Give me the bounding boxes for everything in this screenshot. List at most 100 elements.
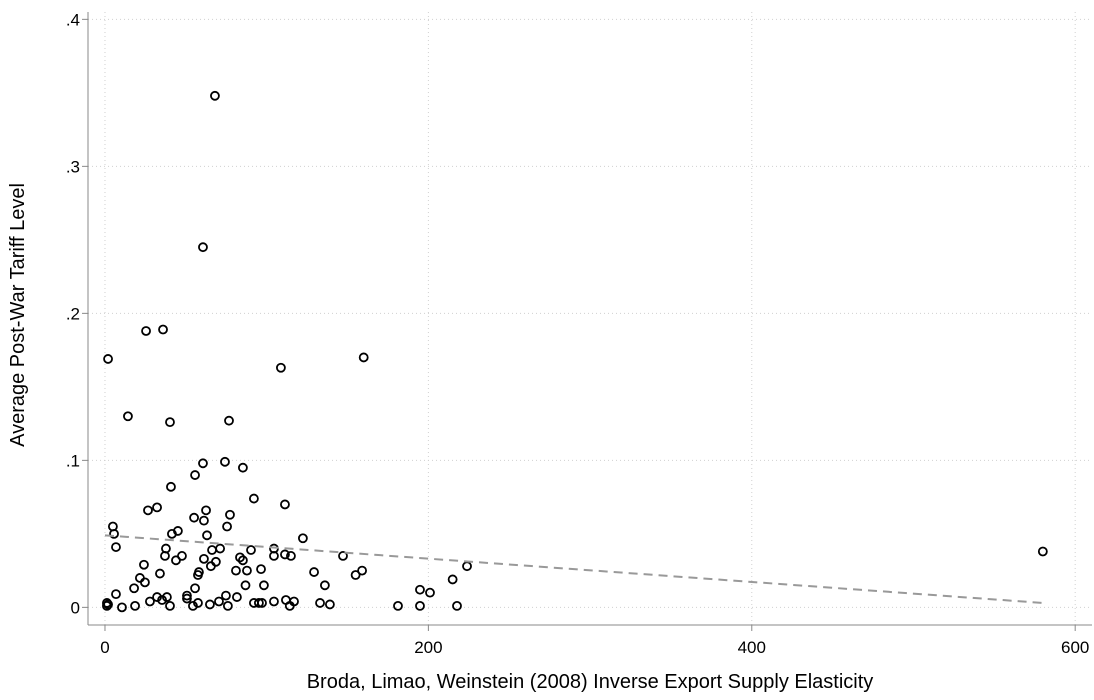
point: [357, 565, 367, 576]
point: [193, 598, 203, 608]
point: [123, 411, 133, 422]
point: [280, 499, 290, 510]
point: [165, 600, 175, 611]
point: [246, 545, 256, 555]
point: [238, 462, 248, 473]
point: [140, 577, 150, 588]
x-tick-label: 600: [1061, 638, 1089, 657]
point: [189, 512, 199, 523]
point: [240, 580, 251, 591]
y-axis-label: Average Post-War Tariff Level: [7, 183, 29, 447]
point: [194, 567, 204, 577]
point: [452, 600, 462, 611]
point: [188, 600, 198, 611]
point: [210, 90, 220, 101]
point: [205, 561, 216, 572]
point: [393, 600, 403, 611]
point: [222, 600, 233, 611]
point: [143, 505, 153, 516]
point: [319, 580, 330, 591]
point: [199, 515, 209, 526]
point: [152, 592, 162, 602]
point: [182, 590, 192, 601]
point: [157, 595, 167, 605]
point: [269, 551, 279, 561]
point: [152, 502, 162, 513]
point: [139, 559, 149, 570]
point: [190, 583, 200, 594]
point: [284, 600, 295, 611]
point: [166, 481, 176, 492]
y-tick-label: .2: [66, 304, 80, 323]
point: [249, 598, 259, 608]
point: [198, 242, 208, 253]
point: [415, 600, 425, 611]
point: [280, 549, 290, 560]
point: [158, 324, 168, 335]
point: [220, 456, 230, 467]
point: [135, 573, 145, 583]
point: [171, 555, 181, 566]
point: [238, 555, 248, 566]
point: [167, 528, 177, 539]
point: [215, 543, 226, 554]
point: [202, 530, 212, 541]
point: [325, 599, 335, 610]
point: [425, 587, 435, 598]
point: [155, 568, 165, 579]
point: [111, 542, 121, 552]
point: [462, 561, 472, 572]
point: [160, 551, 170, 561]
point: [130, 600, 140, 611]
point: [117, 602, 127, 613]
point: [214, 596, 224, 607]
point: [225, 509, 235, 520]
point: [309, 567, 319, 577]
point: [235, 552, 245, 563]
point: [199, 553, 209, 564]
point: [231, 565, 241, 576]
point: [358, 352, 369, 363]
x-tick-label: 400: [738, 638, 766, 657]
point: [415, 584, 425, 595]
trend-line: [104, 534, 1043, 604]
point: [109, 528, 119, 539]
point: [201, 505, 211, 516]
point: [145, 596, 155, 607]
point: [211, 556, 221, 567]
point: [259, 580, 269, 591]
point: [315, 598, 325, 608]
point: [182, 593, 192, 604]
x-tick-label: 0: [100, 638, 109, 657]
y-tick-label: .4: [66, 10, 80, 29]
point: [256, 564, 266, 575]
point: [103, 354, 113, 364]
point: [232, 592, 242, 602]
point: [276, 362, 286, 373]
point: [165, 417, 175, 428]
point: [198, 458, 208, 469]
point: [269, 596, 279, 607]
point: [207, 545, 217, 555]
point: [249, 493, 259, 504]
point: [298, 533, 308, 544]
point: [254, 598, 264, 608]
point: [129, 583, 139, 594]
y-tick-label: .3: [66, 157, 80, 176]
point: [1037, 546, 1048, 557]
point: [221, 590, 231, 601]
y-tick-label: .1: [66, 451, 80, 470]
point: [141, 326, 151, 336]
point: [205, 599, 215, 610]
point: [111, 589, 121, 600]
x-tick-label: 200: [414, 638, 442, 657]
point: [338, 551, 348, 561]
point: [103, 599, 113, 610]
point: [162, 592, 172, 602]
point: [242, 565, 252, 576]
point: [224, 415, 234, 426]
point: [286, 551, 296, 561]
point: [350, 570, 361, 580]
point: [190, 470, 200, 480]
